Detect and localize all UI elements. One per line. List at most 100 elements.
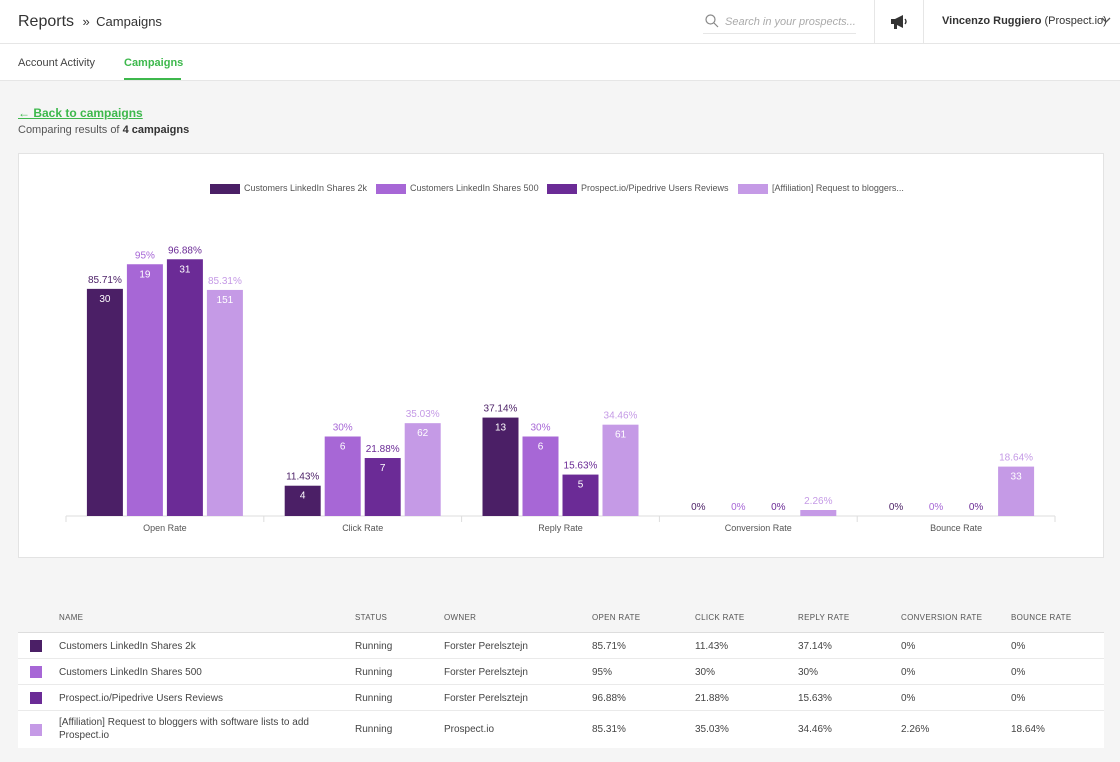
table-row[interactable]: Customers LinkedIn Shares 2k Running For… <box>18 633 1104 659</box>
click-rate-value: 30% <box>695 667 716 678</box>
user-name: Vincenzo Ruggiero <box>942 15 1042 27</box>
conversion-rate-value: 0% <box>901 641 916 652</box>
bar[interactable] <box>364 458 401 516</box>
click-rate-value: 11.43% <box>695 641 729 652</box>
reply-rate-value: 15.63% <box>798 693 832 704</box>
bar[interactable] <box>998 466 1035 516</box>
data-label: 96.88% <box>168 245 202 256</box>
bar[interactable] <box>562 474 599 516</box>
bar-count-label: 31 <box>179 264 191 275</box>
open-rate-value: 85.31% <box>592 724 626 735</box>
bar[interactable] <box>166 259 203 516</box>
data-label: 34.46% <box>604 411 638 422</box>
bar-count-label: 7 <box>380 463 386 474</box>
data-label: 37.14% <box>484 404 518 415</box>
breadcrumb: Reports » Campaigns <box>18 13 162 31</box>
announcements-button[interactable] <box>874 0 924 43</box>
tab-account-activity[interactable]: Account Activity <box>18 57 96 69</box>
reply-rate-value: 30% <box>798 667 819 678</box>
bar[interactable] <box>206 289 243 516</box>
data-label: 0% <box>731 502 746 513</box>
reply-rate-value: 37.14% <box>798 641 832 652</box>
data-label: 85.71% <box>88 275 122 286</box>
tab-bar: Account Activity Campaigns <box>0 44 1120 81</box>
bar[interactable] <box>324 436 361 517</box>
bar[interactable] <box>86 288 123 516</box>
megaphone-icon <box>891 14 907 29</box>
campaign-status: Running <box>355 667 393 678</box>
table-row[interactable]: [Affiliation] Request to bloggers with s… <box>18 711 1104 748</box>
campaign-owner: Forster Perelsztejn <box>444 641 528 652</box>
bar[interactable] <box>482 417 519 516</box>
campaign-status: Running <box>355 693 393 704</box>
bar[interactable] <box>126 264 163 516</box>
page-title[interactable]: Reports <box>18 13 75 30</box>
user-org: (Prospect.io) <box>1044 15 1107 27</box>
bar-count-label: 6 <box>538 442 544 453</box>
campaign-name[interactable]: Prospect.io/Pipedrive Users Reviews <box>59 693 223 704</box>
column-header-open-rate[interactable]: Open Rate <box>592 613 641 622</box>
bar[interactable] <box>522 436 559 517</box>
legend-swatch <box>210 184 240 194</box>
bounce-rate-value: 0% <box>1011 693 1026 704</box>
bar[interactable] <box>602 424 639 516</box>
data-label: 30% <box>333 423 353 434</box>
bar[interactable] <box>284 485 321 516</box>
bar-count-label: 5 <box>578 480 584 491</box>
table-row[interactable]: Prospect.io/Pipedrive Users Reviews Runn… <box>18 685 1104 711</box>
comparison-summary: Comparing results of 4 campaigns <box>18 124 189 136</box>
back-to-campaigns-link[interactable]: ← Back to campaigns <box>18 106 143 120</box>
legend-label: Customers LinkedIn Shares 500 <box>410 183 539 193</box>
conversion-rate-value: 0% <box>901 693 916 704</box>
legend-label: Prospect.io/Pipedrive Users Reviews <box>581 183 729 193</box>
bar-count-label: 33 <box>1011 472 1023 483</box>
search-box[interactable] <box>703 12 856 34</box>
campaign-name[interactable]: Customers LinkedIn Shares 2k <box>59 641 196 652</box>
bounce-rate-value: 0% <box>1011 667 1026 678</box>
bar-count-label: 4 <box>300 491 306 502</box>
campaign-name-continued[interactable]: Prospect.io <box>59 730 110 741</box>
column-header-bounce-rate[interactable]: Bounce Rate <box>1011 613 1072 622</box>
table-row[interactable]: Customers LinkedIn Shares 500 Running Fo… <box>18 659 1104 685</box>
column-header-reply-rate[interactable]: Reply Rate <box>798 613 850 622</box>
reply-rate-value: 34.46% <box>798 724 832 735</box>
data-label: 18.64% <box>999 453 1033 464</box>
tab-campaigns[interactable]: Campaigns <box>124 57 184 69</box>
chevron-down-icon <box>1101 17 1111 23</box>
data-label: 0% <box>969 502 984 513</box>
column-header-click-rate[interactable]: Click Rate <box>695 613 745 622</box>
click-rate-value: 21.88% <box>695 693 729 704</box>
column-header-status[interactable]: Status <box>355 613 388 622</box>
x-tick-label: Bounce Rate <box>930 523 982 533</box>
legend-swatch <box>547 184 577 194</box>
data-label: 0% <box>691 502 706 513</box>
bar-count-label: 19 <box>139 269 151 280</box>
breadcrumb-current: Campaigns <box>96 14 162 29</box>
data-label: 95% <box>135 250 155 261</box>
active-tab-indicator <box>124 78 181 80</box>
series-color-swatch <box>30 640 42 652</box>
data-label: 30% <box>530 423 550 434</box>
campaign-name[interactable]: Customers LinkedIn Shares 500 <box>59 667 202 678</box>
campaign-name[interactable]: [Affiliation] Request to bloggers with s… <box>59 717 309 728</box>
bar[interactable] <box>800 510 837 516</box>
user-menu[interactable]: Vincenzo Ruggiero (Prospect.io) <box>942 15 1111 27</box>
campaign-status: Running <box>355 641 393 652</box>
breadcrumb-separator: » <box>82 14 90 29</box>
open-rate-value: 85.71% <box>592 641 626 652</box>
column-header-conversion-rate[interactable]: Conversion Rate <box>901 613 983 622</box>
click-rate-value: 35.03% <box>695 724 729 735</box>
series-color-swatch <box>30 666 42 678</box>
search-input[interactable] <box>725 13 855 31</box>
column-header-owner[interactable]: Owner <box>444 613 477 622</box>
table-header <box>18 600 1104 633</box>
chart-card: Customers LinkedIn Shares 2k Customers L… <box>18 153 1104 558</box>
column-header-name[interactable]: Name <box>59 613 84 622</box>
x-tick-label: Click Rate <box>342 523 383 533</box>
campaign-owner: Prospect.io <box>444 724 495 735</box>
comparison-prefix: Comparing results of <box>18 124 120 136</box>
campaign-owner: Forster Perelsztejn <box>444 667 528 678</box>
bar-chart: Open Rate 85.71% 30 95% 19 96.88% 31 85.31% 151 C… <box>65 245 1056 533</box>
bar[interactable] <box>404 423 441 516</box>
data-label: 11.43% <box>286 472 319 483</box>
